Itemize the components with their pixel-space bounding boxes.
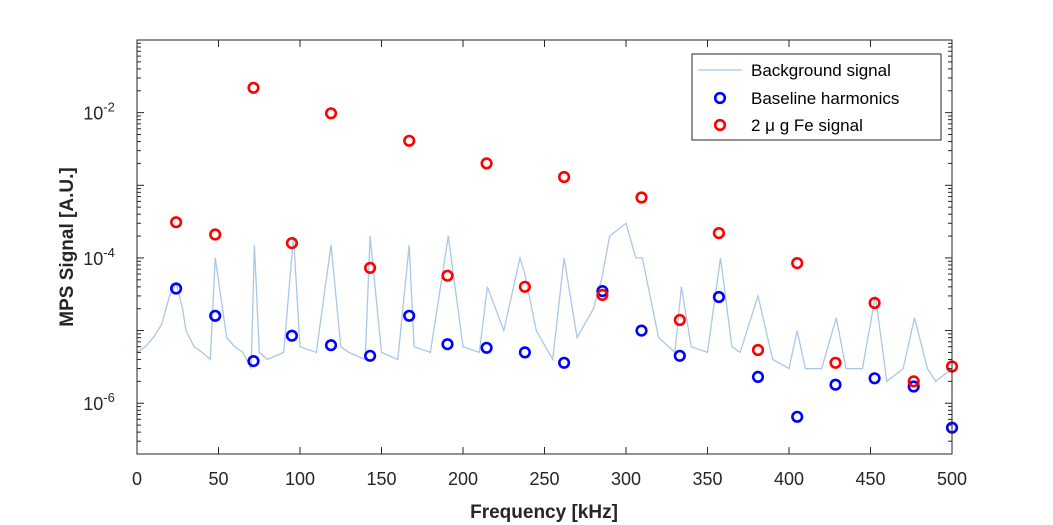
y-axis-label: MPS Signal [A.U.]	[57, 167, 78, 326]
iron-marker	[285, 237, 299, 250]
iron-marker	[170, 216, 183, 229]
background-signal-layer	[136, 222, 953, 383]
iron-marker	[364, 261, 377, 275]
baseline-marker	[285, 329, 299, 342]
x-tick-label: 0	[132, 469, 142, 489]
iron-marker	[209, 228, 222, 241]
legend-iron-marker	[713, 118, 727, 132]
x-tick-label: 400	[774, 469, 804, 489]
marker-layer	[170, 81, 959, 434]
x-tick-label: 450	[855, 469, 885, 489]
iron-marker	[557, 170, 571, 184]
y-tick-label: 10-2	[83, 100, 115, 124]
baseline-marker	[403, 309, 416, 322]
x-tick-label: 200	[448, 469, 478, 489]
baseline-marker	[791, 410, 804, 423]
iron-marker	[403, 134, 416, 147]
baseline-marker	[170, 282, 183, 295]
baseline-marker	[635, 324, 648, 337]
iron-marker	[635, 191, 648, 204]
iron-marker	[712, 227, 726, 240]
legend-baseline-label: Baseline harmonics	[751, 89, 899, 108]
iron-marker	[480, 157, 493, 170]
baseline-marker	[209, 309, 222, 322]
iron-marker	[324, 107, 338, 120]
baseline-marker	[364, 349, 377, 362]
iron-marker	[673, 313, 686, 327]
legend-baseline-marker	[713, 91, 727, 105]
iron-marker	[441, 269, 454, 282]
baseline-marker	[324, 339, 338, 352]
x-tick-label: 300	[611, 469, 641, 489]
baseline-marker	[518, 346, 532, 359]
baseline-marker	[557, 356, 571, 369]
legend: Background signal Baseline harmonics 2 μ…	[691, 53, 942, 141]
baseline-marker	[868, 372, 881, 385]
baseline-marker	[596, 285, 609, 298]
iron-marker	[518, 280, 532, 293]
iron-marker	[907, 375, 920, 388]
baseline-marker	[712, 290, 726, 304]
iron-marker	[596, 288, 609, 302]
baseline-marker	[441, 338, 454, 351]
baseline-marker	[673, 349, 686, 362]
baseline-marker	[480, 341, 493, 354]
legend-box	[691, 53, 942, 141]
iron-marker	[791, 257, 804, 270]
baseline-marker	[751, 370, 765, 384]
x-tick-label: 50	[208, 469, 228, 489]
x-tick-label: 100	[285, 469, 315, 489]
y-tick-label: 10-6	[83, 390, 115, 414]
baseline-marker	[247, 355, 260, 368]
baseline-marker	[907, 380, 920, 393]
iron-marker	[247, 81, 260, 94]
x-tick-label: 250	[529, 469, 559, 489]
x-tick-label: 150	[366, 469, 396, 489]
y-tick-label: 10-4	[83, 245, 115, 269]
x-axis-label: Frequency [kHz]	[470, 502, 618, 523]
baseline-marker	[829, 378, 842, 391]
x-tick-label: 500	[937, 469, 967, 489]
legend-background-label: Background signal	[751, 61, 891, 80]
iron-marker	[868, 296, 881, 310]
tick-layer: 0 50 100 150 200 250 300 350 400 450 500 10-6 10-4 10…	[83, 40, 967, 489]
iron-marker	[751, 343, 765, 357]
x-tick-label: 350	[692, 469, 722, 489]
background-signal-line	[136, 222, 953, 383]
iron-marker	[829, 356, 842, 369]
legend-iron-label: 2 μ g Fe signal	[751, 116, 863, 135]
